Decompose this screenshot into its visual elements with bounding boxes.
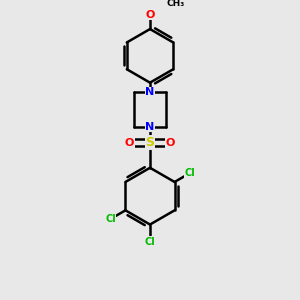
Text: Cl: Cl [145, 237, 155, 247]
Text: N: N [146, 122, 154, 132]
Text: N: N [146, 87, 154, 97]
Text: CH₃: CH₃ [166, 0, 184, 8]
Text: O: O [166, 138, 175, 148]
Text: O: O [125, 138, 134, 148]
Text: O: O [145, 10, 155, 20]
Text: Cl: Cl [105, 214, 116, 224]
Text: Cl: Cl [184, 168, 195, 178]
Text: S: S [146, 136, 154, 149]
